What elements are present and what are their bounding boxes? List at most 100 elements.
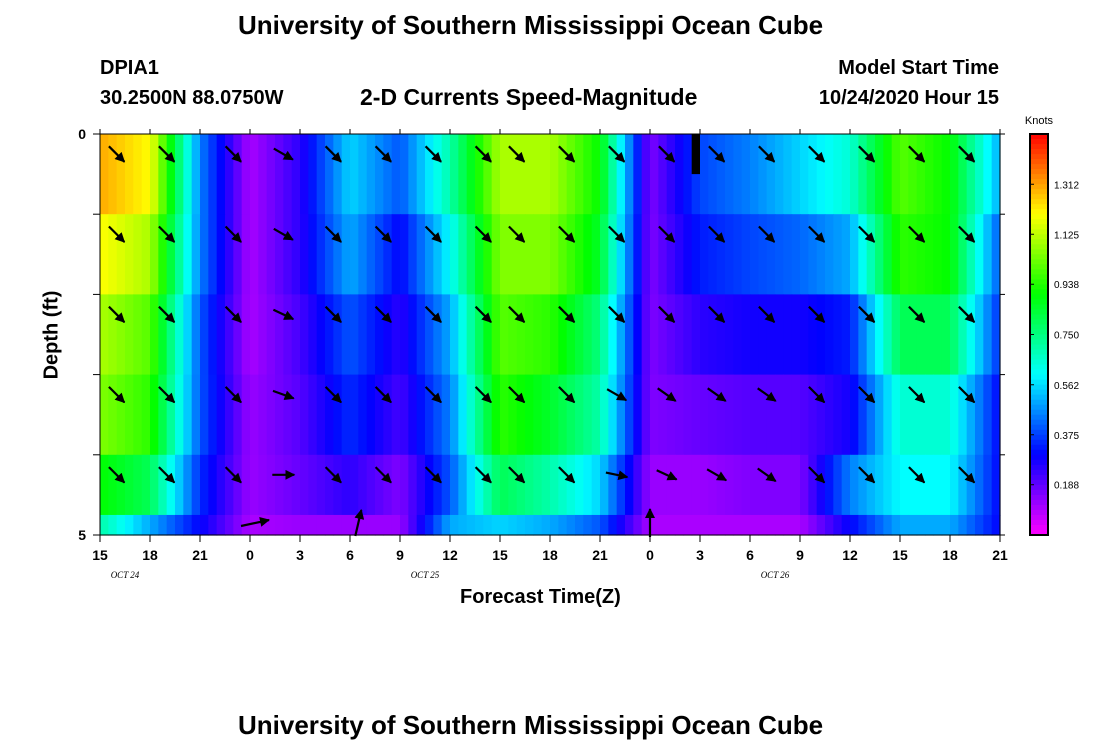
colorbar-segment	[1030, 439, 1048, 446]
heatmap-cell	[408, 134, 418, 215]
heatmap-cell	[191, 514, 201, 536]
current-vector	[958, 466, 976, 484]
heatmap-cell	[141, 454, 151, 516]
heatmap-cell	[383, 454, 393, 516]
heatmap-cell	[258, 214, 268, 295]
heatmap-cell	[625, 134, 634, 215]
heatmap-cell	[900, 294, 909, 376]
heatmap-cell	[775, 134, 784, 215]
current-vector	[224, 145, 242, 163]
colorbar-tick-label: 1.312	[1054, 180, 1079, 191]
colorbar-segment	[1030, 199, 1048, 205]
y-tick-label: 0	[78, 126, 86, 142]
heatmap-cell	[991, 374, 1001, 456]
heatmap-cell	[991, 214, 1001, 295]
heatmap-cell	[258, 454, 268, 516]
heatmap-cell	[183, 214, 193, 295]
heatmap-cell	[933, 454, 943, 516]
heatmap-cell	[458, 514, 468, 536]
heatmap-cell	[825, 514, 834, 536]
heatmap-cell	[958, 514, 968, 536]
heatmap-cell	[416, 134, 426, 215]
x-tick-label: 21	[192, 547, 208, 563]
colorbar-segment	[1030, 174, 1048, 180]
colorbar-segment	[1030, 289, 1048, 295]
current-vector	[474, 305, 492, 323]
colorbar-segment	[1030, 489, 1048, 496]
heatmap-cell	[600, 294, 609, 376]
heatmap-cell	[433, 294, 443, 376]
heatmap-cell	[641, 214, 651, 295]
heatmap-cell	[408, 214, 418, 295]
heatmap-cell	[666, 294, 676, 376]
current-vector	[108, 386, 126, 404]
heatmap-cell	[633, 294, 643, 376]
heatmap-cell	[733, 374, 743, 456]
heatmap-cell	[533, 214, 543, 295]
x-tick-label: 21	[992, 547, 1008, 563]
heatmap-cell	[558, 214, 568, 295]
heatmap-cell	[333, 134, 343, 215]
heatmap-cell	[766, 214, 776, 295]
colorbar-segment	[1030, 329, 1048, 336]
heatmap-cell	[833, 454, 843, 516]
heatmap-cell	[166, 134, 176, 215]
heatmap-cell	[283, 294, 293, 376]
heatmap-cell	[208, 454, 218, 516]
heatmap-cell	[350, 294, 359, 376]
heatmap-cell	[858, 214, 868, 295]
heatmap-cell	[325, 374, 334, 456]
heatmap-cell	[508, 514, 518, 536]
heatmap-cell	[575, 214, 584, 295]
heatmap-cell	[458, 214, 468, 295]
current-vector	[808, 225, 826, 243]
heatmap-cell	[341, 454, 351, 516]
heatmap-cell	[816, 454, 826, 516]
heatmap-cell	[966, 134, 976, 215]
colorbar-segment	[1030, 424, 1048, 431]
heatmap-cell	[591, 134, 601, 215]
heatmap-cell	[375, 374, 384, 456]
heatmap-cell	[783, 134, 793, 215]
heatmap-cell	[575, 374, 584, 456]
heatmap-cell	[166, 454, 176, 516]
heatmap-cell	[425, 454, 434, 516]
heatmap-cell	[908, 454, 918, 516]
heatmap-cell	[125, 454, 134, 516]
heatmap-cell	[216, 294, 226, 376]
x-tick-label: 0	[646, 547, 654, 563]
heatmap-cell	[616, 134, 626, 215]
heatmap-cell	[641, 514, 651, 536]
heatmap-cell	[308, 214, 318, 295]
heatmap-cell	[158, 294, 168, 376]
x-tick-label: 18	[542, 547, 558, 563]
x-date-label: OCT 25	[411, 570, 440, 580]
heatmap-cell	[716, 214, 726, 295]
heatmap-cell	[858, 374, 868, 456]
heatmap-cell	[408, 514, 418, 536]
heatmap-cell	[358, 294, 368, 376]
heatmap-cell	[400, 214, 409, 295]
heatmap-cell	[591, 374, 601, 456]
colorbar-segment	[1030, 419, 1048, 426]
heatmap-cell	[141, 214, 151, 295]
heatmap-cell	[175, 514, 184, 536]
colorbar-tick-label: 0.188	[1054, 481, 1079, 492]
current-vector	[158, 145, 176, 163]
colorbar-segment	[1030, 169, 1048, 175]
heatmap-cell	[950, 514, 959, 536]
heatmap-cell	[150, 214, 159, 295]
heatmap-cell	[258, 134, 268, 215]
heatmap-cell	[191, 454, 201, 516]
colorbar-segment	[1030, 144, 1048, 150]
colorbar-segment	[1030, 204, 1048, 210]
colorbar-segment	[1030, 409, 1048, 416]
current-vectors	[108, 145, 976, 537]
heatmap-cell	[525, 294, 534, 376]
heatmap-cell	[883, 374, 893, 456]
heatmap-cell	[383, 134, 393, 215]
heatmap-cell	[250, 374, 259, 456]
heatmap-cell	[500, 454, 509, 516]
heatmap-cell	[716, 374, 726, 456]
heatmap-cell	[225, 134, 234, 215]
